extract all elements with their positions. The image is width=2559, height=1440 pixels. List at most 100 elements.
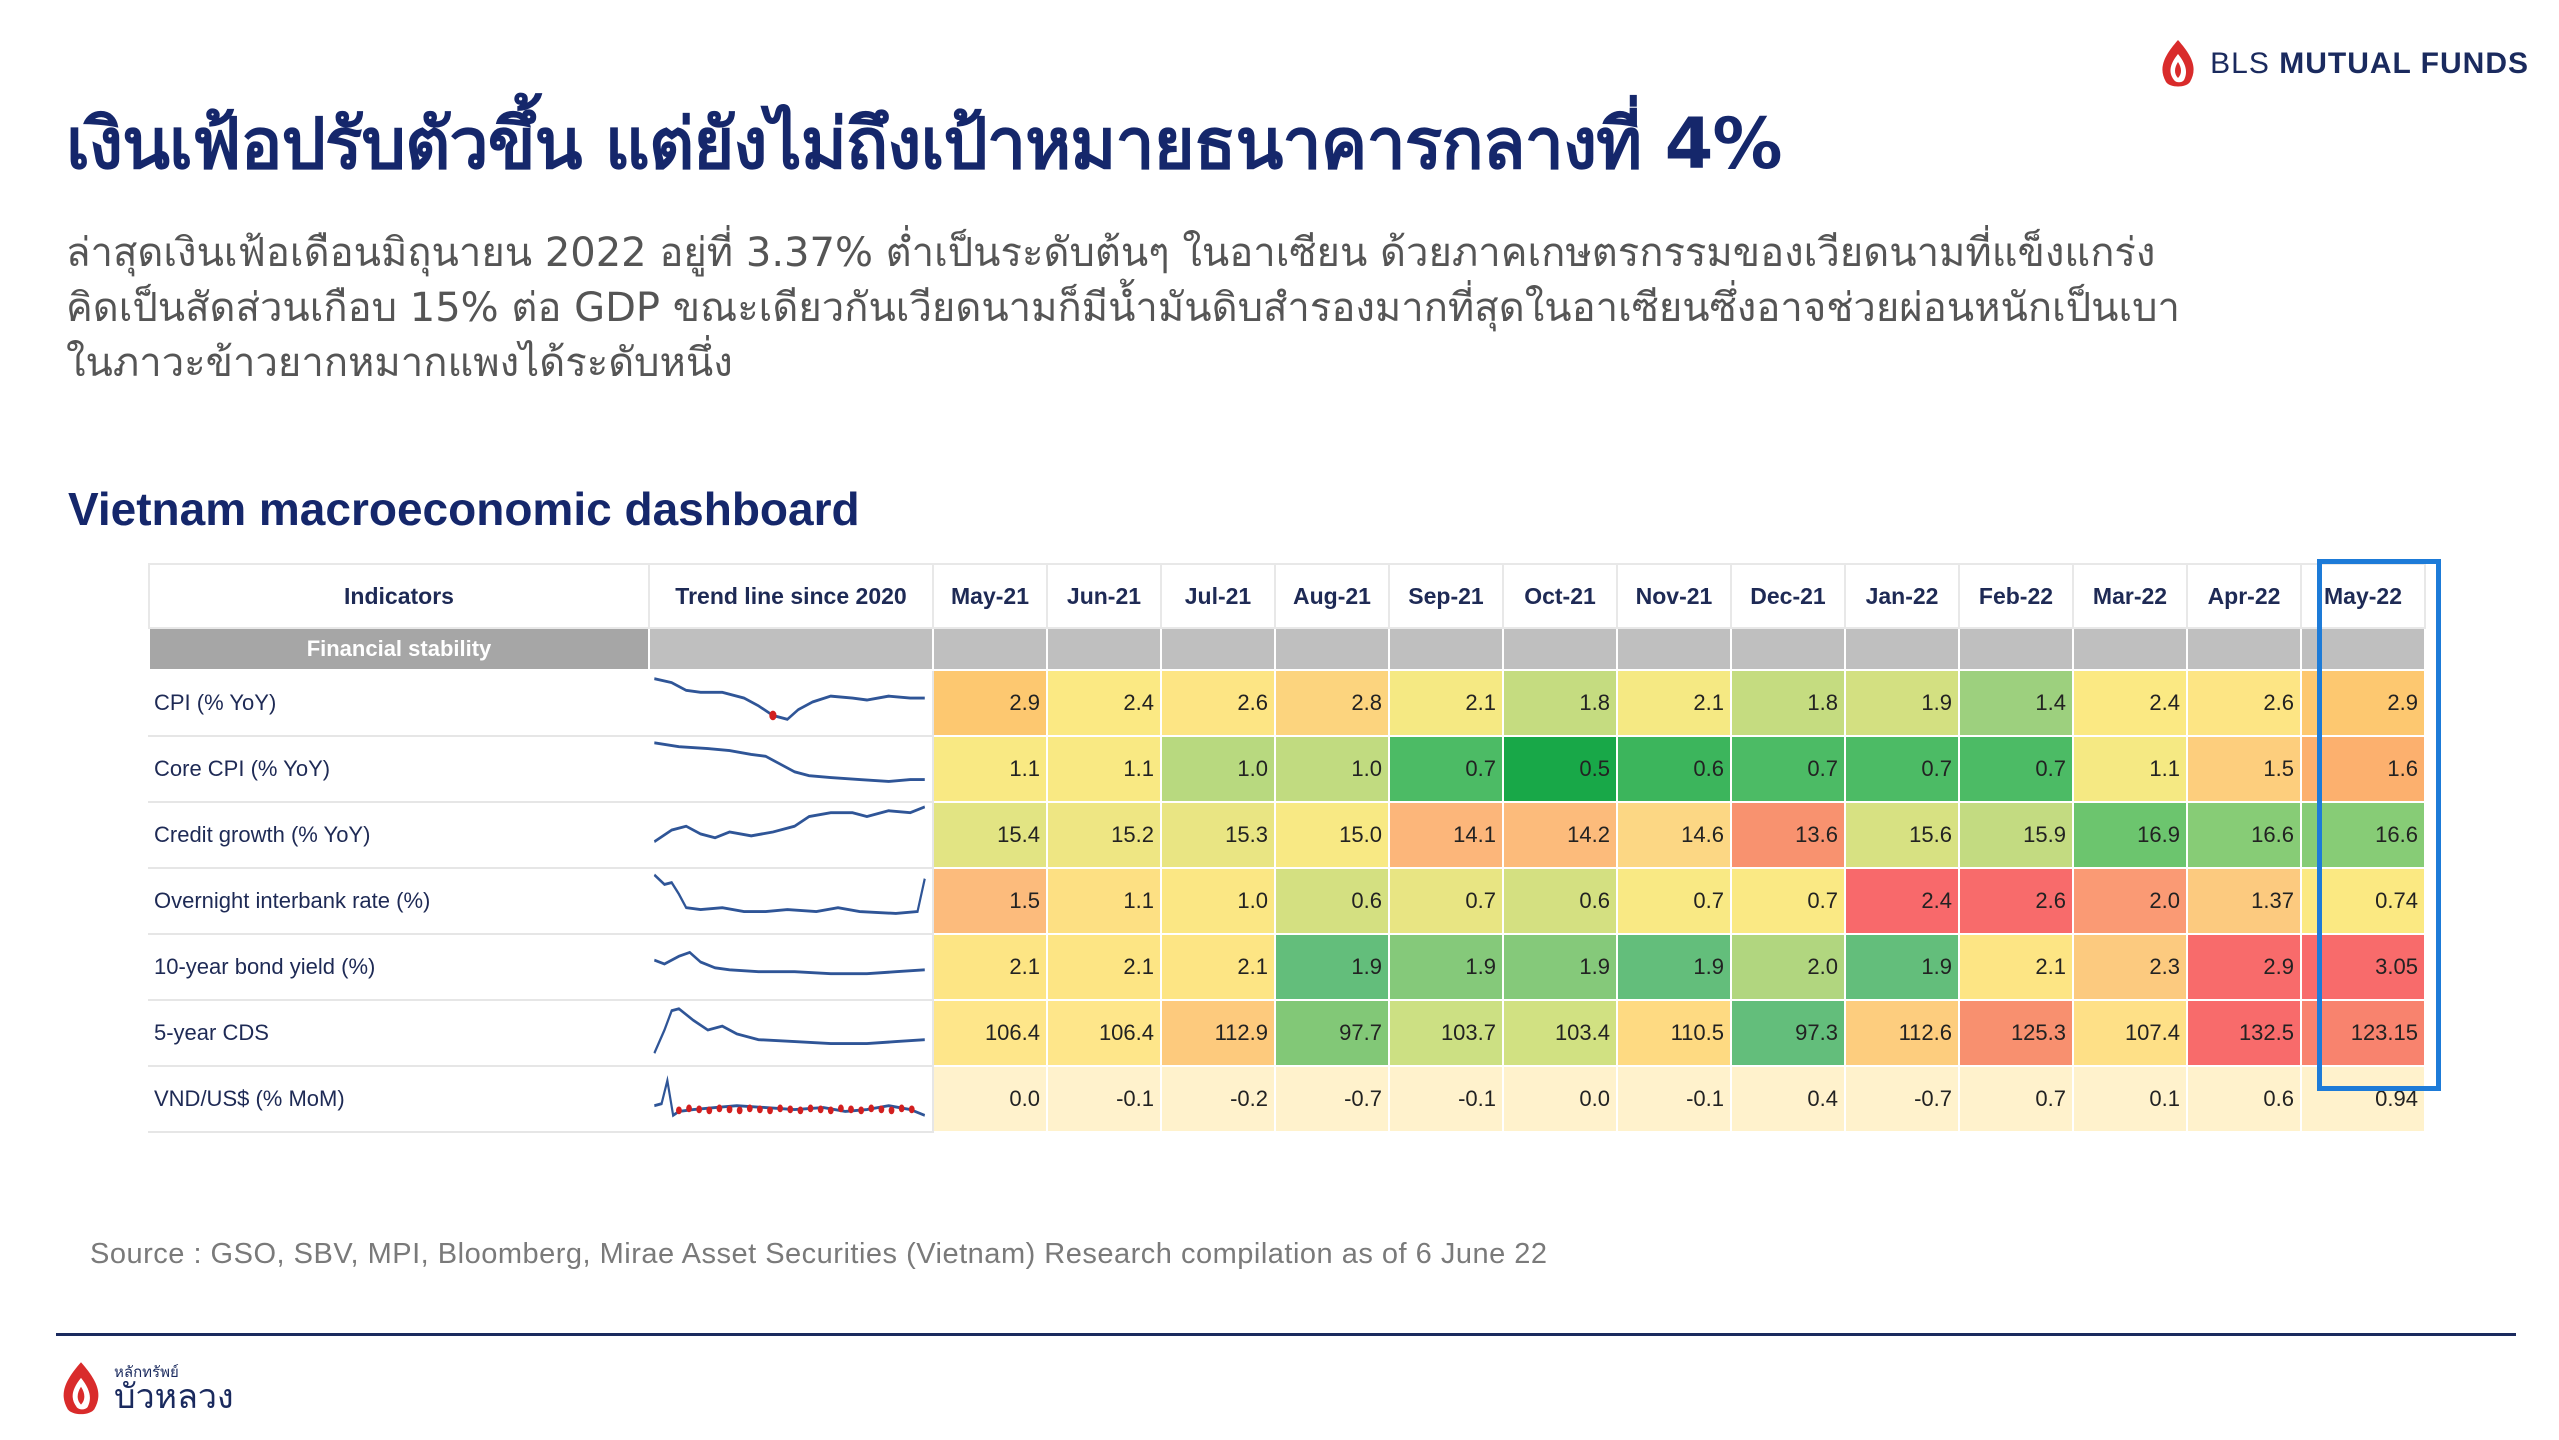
data-cell: 1.1 xyxy=(1046,735,1162,803)
data-cell: 0.7 xyxy=(1958,1065,2074,1133)
data-cell: -0.1 xyxy=(1388,1065,1504,1133)
header-month: Oct-21 xyxy=(1502,563,1618,629)
section-filler xyxy=(2300,627,2426,671)
data-cell: 0.7 xyxy=(1958,735,2074,803)
section-filler xyxy=(1274,627,1390,671)
section-row: Financial stability xyxy=(148,627,2426,671)
data-cell: 0.6 xyxy=(2186,1065,2302,1133)
data-cell: 0.7 xyxy=(1730,867,1846,935)
data-cell: 3.05 xyxy=(2300,933,2426,1001)
data-cell: 97.7 xyxy=(1274,999,1390,1067)
data-cell: 2.1 xyxy=(1160,933,1276,1001)
section-filler xyxy=(1958,627,2074,671)
data-cell: 0.7 xyxy=(1844,735,1960,803)
section-filler xyxy=(2072,627,2188,671)
lotus-flame-icon xyxy=(63,1362,99,1415)
data-cell: 2.4 xyxy=(1844,867,1960,935)
data-cell: 125.3 xyxy=(1958,999,2074,1067)
page-title: เงินเฟ้อปรับตัวขึ้น แต่ยังไม่ถึงเป้าหมาย… xyxy=(66,103,1782,185)
data-cell: -0.2 xyxy=(1160,1065,1276,1133)
data-cell: 110.5 xyxy=(1616,999,1732,1067)
data-cell: 0.0 xyxy=(932,1065,1048,1133)
bls-mutual-funds-logo: BLS MUTUAL FUNDS xyxy=(2156,38,2529,90)
data-cell: 1.1 xyxy=(1046,867,1162,935)
data-cell: 1.0 xyxy=(1160,867,1276,935)
trend-sparkline xyxy=(648,933,934,1001)
header-trend: Trend line since 2020 xyxy=(648,563,934,629)
data-cell: 1.8 xyxy=(1502,669,1618,737)
section-filler xyxy=(932,627,1048,671)
indicator-name: 10-year bond yield (%) xyxy=(148,933,650,1001)
header-month: Jul-21 xyxy=(1160,563,1276,629)
data-cell: 15.6 xyxy=(1844,801,1960,869)
table-row: CPI (% YoY) 2.9 2.4 2.6 2.8 2.1 1.8 2.1 1.8 1.9 1.… xyxy=(148,669,2426,737)
header-month: Sep-21 xyxy=(1388,563,1504,629)
data-cell: 0.6 xyxy=(1616,735,1732,803)
data-cell: 2.1 xyxy=(1046,933,1162,1001)
indicator-name: Overnight interbank rate (%) xyxy=(148,867,650,935)
section-filler xyxy=(1388,627,1504,671)
data-cell: 0.7 xyxy=(1616,867,1732,935)
data-cell: 106.4 xyxy=(1046,999,1162,1067)
data-cell: -0.1 xyxy=(1046,1065,1162,1133)
data-cell: 1.0 xyxy=(1160,735,1276,803)
data-cell: 2.1 xyxy=(932,933,1048,1001)
brand-name: BLS MUTUAL FUNDS xyxy=(2210,47,2529,80)
data-cell: 14.2 xyxy=(1502,801,1618,869)
data-cell: 112.9 xyxy=(1160,999,1276,1067)
header-month: May-21 xyxy=(932,563,1048,629)
subtitle-line-3: ในภาวะข้าวยากหมากแพงได้ระดับหนึ่ง xyxy=(66,340,733,386)
header-month: Dec-21 xyxy=(1730,563,1846,629)
data-cell: 13.6 xyxy=(1730,801,1846,869)
data-cell: 15.9 xyxy=(1958,801,2074,869)
footer-brand-small: หลักทรัพย์ xyxy=(114,1362,179,1381)
table-row: VND/US$ (% MoM) 0.0 -0.1 -0.2 -0.7 -0.1 0.0 -0.… xyxy=(148,1065,2426,1133)
data-cell: 0.7 xyxy=(1730,735,1846,803)
subtitle-line-1: ล่าสุดเงินเฟ้อเดือนมิถุนายน 2022 อยู่ที่… xyxy=(66,230,2156,276)
trend-sparkline xyxy=(648,669,934,737)
macro-dashboard-table: Indicators Trend line since 2020 May-21 J… xyxy=(148,563,2426,1133)
dashboard-title: Vietnam macroeconomic dashboard xyxy=(68,483,860,535)
data-cell: 1.9 xyxy=(1616,933,1732,1001)
dashboard-table-wrap: Indicators Trend line since 2020 May-21 J… xyxy=(148,563,2426,1133)
section-filler xyxy=(648,627,934,671)
data-cell: 16.6 xyxy=(2186,801,2302,869)
header-month: Aug-21 xyxy=(1274,563,1390,629)
data-cell: 1.8 xyxy=(1730,669,1846,737)
data-cell: 112.6 xyxy=(1844,999,1960,1067)
data-cell: 2.4 xyxy=(2072,669,2188,737)
trend-sparkline xyxy=(648,999,934,1067)
data-cell: 1.1 xyxy=(932,735,1048,803)
trend-sparkline xyxy=(648,735,934,803)
data-cell: 2.3 xyxy=(2072,933,2188,1001)
data-cell: 2.9 xyxy=(932,669,1048,737)
table-header-row: Indicators Trend line since 2020 May-21 J… xyxy=(148,563,2426,629)
data-cell: 1.9 xyxy=(1844,669,1960,737)
data-cell: 0.6 xyxy=(1502,867,1618,935)
data-cell: 2.1 xyxy=(1616,669,1732,737)
data-cell: 1.6 xyxy=(2300,735,2426,803)
indicator-name: VND/US$ (% MoM) xyxy=(148,1065,650,1133)
footer-brand-big: บัวหลวง xyxy=(114,1376,234,1417)
data-cell: 1.9 xyxy=(1844,933,1960,1001)
header-month: Feb-22 xyxy=(1958,563,2074,629)
section-filler xyxy=(1616,627,1732,671)
data-cell: 0.7 xyxy=(1388,867,1504,935)
data-cell: 2.8 xyxy=(1274,669,1390,737)
data-cell: 16.6 xyxy=(2300,801,2426,869)
header-month: Mar-22 xyxy=(2072,563,2188,629)
data-cell: 15.4 xyxy=(932,801,1048,869)
data-cell: 1.4 xyxy=(1958,669,2074,737)
subtitle-line-2: คิดเป็นสัดส่วนเกือบ 15% ต่อ GDP ขณะเดียว… xyxy=(66,285,2180,331)
data-cell: -0.7 xyxy=(1844,1065,1960,1133)
table-row: Core CPI (% YoY) 1.1 1.1 1.0 1.0 0.7 0.5 0.6 0.7… xyxy=(148,735,2426,803)
data-cell: 14.6 xyxy=(1616,801,1732,869)
trend-sparkline xyxy=(648,801,934,869)
header-indicators: Indicators xyxy=(148,563,650,629)
data-cell: 97.3 xyxy=(1730,999,1846,1067)
header-month: Nov-21 xyxy=(1616,563,1732,629)
indicator-name: Core CPI (% YoY) xyxy=(148,735,650,803)
page-subtitle: ล่าสุดเงินเฟ้อเดือนมิถุนายน 2022 อยู่ที่… xyxy=(66,226,2506,391)
data-cell: 0.0 xyxy=(1502,1065,1618,1133)
data-cell: 1.9 xyxy=(1502,933,1618,1001)
